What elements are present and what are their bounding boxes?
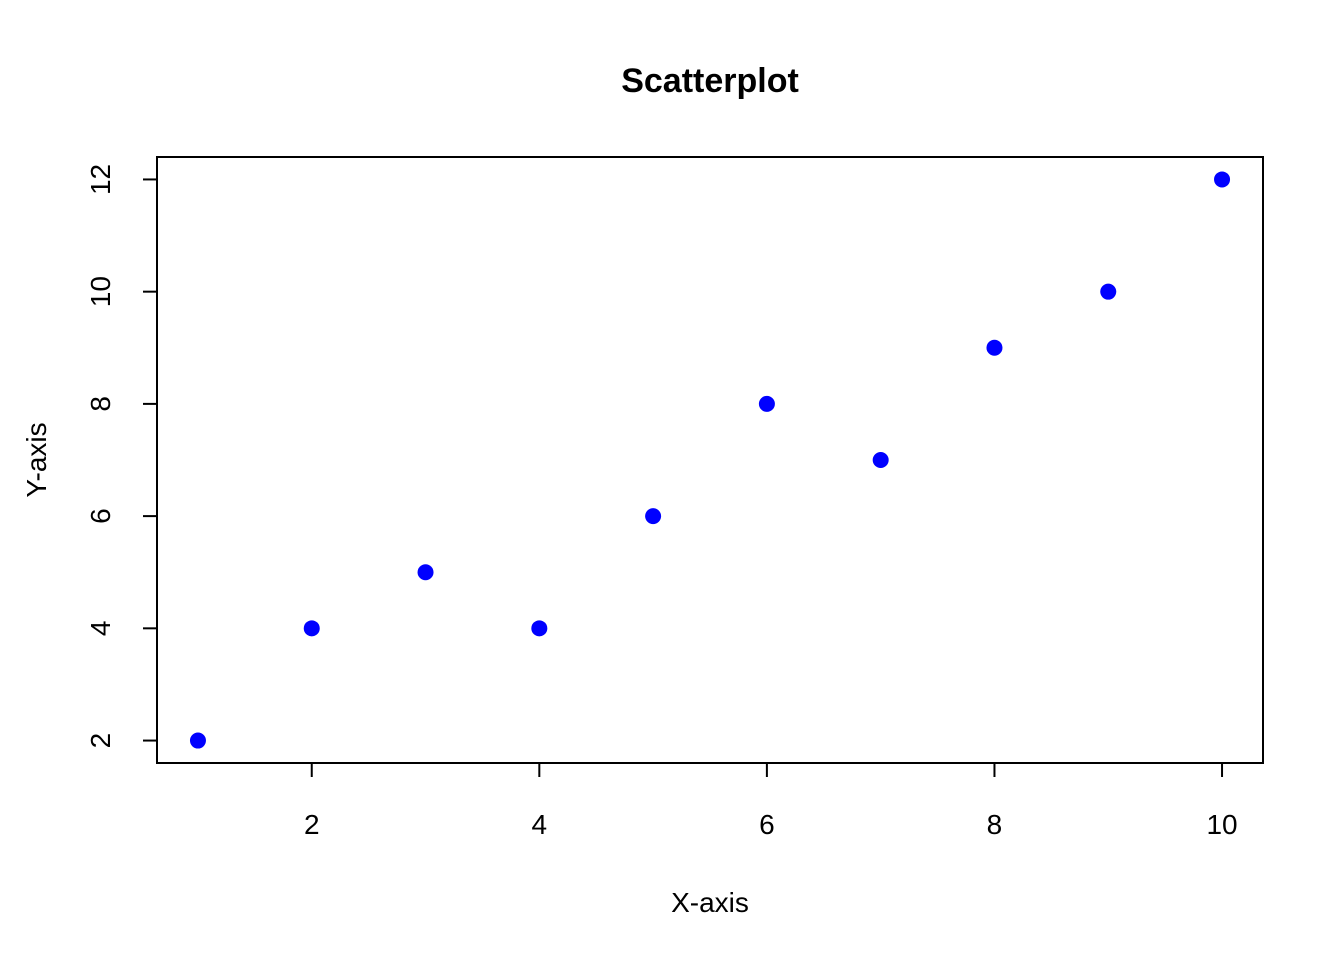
x-axis: 2 4 6 8 10 (304, 762, 1238, 840)
x-tick-label: 4 (532, 809, 548, 840)
y-axis: 2 4 6 8 10 12 (85, 164, 158, 749)
y-axis-label: Y-axis (21, 422, 52, 497)
y-tick-label: 8 (85, 396, 116, 412)
y-tick-label: 12 (85, 164, 116, 195)
y-tick-label: 10 (85, 276, 116, 307)
x-tick-label: 10 (1206, 809, 1237, 840)
y-tick-label: 4 (85, 621, 116, 637)
data-points (189, 171, 1231, 749)
x-tick-label: 2 (304, 809, 320, 840)
data-point (417, 564, 434, 581)
x-tick-label: 8 (987, 809, 1003, 840)
data-point (872, 452, 889, 468)
data-point (189, 732, 206, 749)
data-point (758, 395, 775, 412)
data-point (531, 620, 548, 637)
x-tick-label: 6 (759, 809, 775, 840)
plot-area-frame (156, 156, 1264, 764)
chart-title: Scatterplot (621, 62, 799, 100)
data-point (1214, 171, 1231, 188)
data-point (645, 508, 662, 525)
data-point (303, 620, 320, 637)
y-tick-label: 2 (85, 733, 116, 749)
y-tick-label: 6 (85, 508, 116, 524)
data-point (1100, 283, 1117, 300)
x-axis-label: X-axis (671, 887, 749, 918)
data-point (986, 339, 1003, 356)
